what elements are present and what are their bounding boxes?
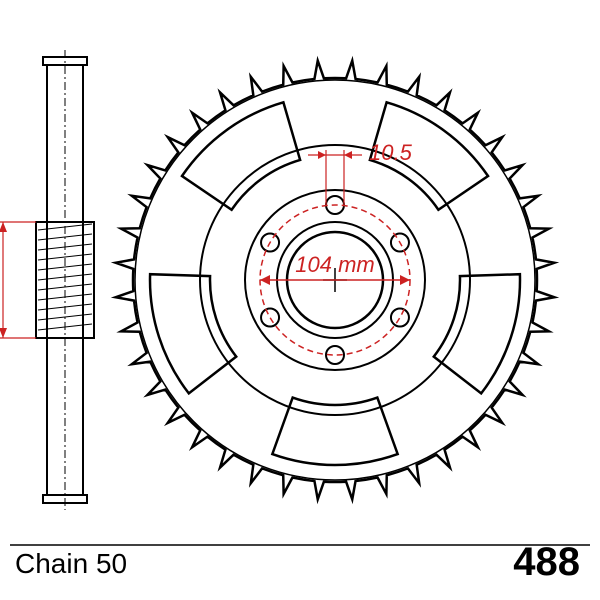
side-width-dimension: 80mm bbox=[0, 222, 36, 338]
bolt-hole bbox=[391, 309, 409, 327]
sprocket-side bbox=[36, 50, 94, 510]
side-width-label: 80mm bbox=[0, 249, 1, 310]
bolt-circle-label: 104 mm bbox=[295, 252, 374, 277]
bolt-hole-label: 10.5 bbox=[369, 140, 413, 165]
part-number: 488 bbox=[513, 540, 580, 585]
bolt-circle-dimension: 104 mm bbox=[260, 205, 410, 355]
chain-label: Chain 50 bbox=[15, 548, 127, 580]
